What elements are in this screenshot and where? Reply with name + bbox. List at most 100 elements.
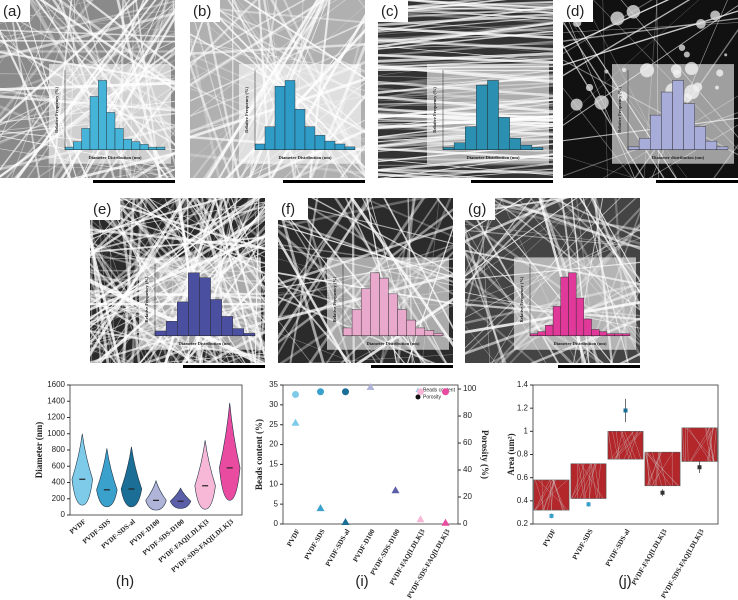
histogram-bar xyxy=(650,114,662,150)
fiber xyxy=(164,198,230,363)
histogram-bar xyxy=(199,277,211,336)
fiber xyxy=(278,198,354,307)
fiber xyxy=(8,0,41,178)
y-tick-label: 1 xyxy=(524,426,529,435)
fiber xyxy=(90,234,265,318)
fiber xyxy=(465,198,640,245)
inset-y-label: Relative Frequency (%) xyxy=(432,86,437,132)
histogram-bar xyxy=(705,140,718,150)
fiber xyxy=(0,29,175,38)
inset-x-label: Diameter Distribution (nm) xyxy=(467,155,520,160)
fiber xyxy=(465,198,525,234)
histogram-bar xyxy=(334,143,346,150)
fiber xyxy=(465,251,574,363)
fiber xyxy=(325,198,441,363)
fiber xyxy=(190,62,365,143)
sem-image: Diameter Distribution (nm) Relative Frequ… xyxy=(465,198,640,368)
legend-label: Porosity xyxy=(423,394,442,400)
fiber xyxy=(465,298,640,317)
fiber xyxy=(97,198,111,363)
inset-x-label: Diameter Distribution (nm) xyxy=(89,155,142,160)
fiber xyxy=(38,0,51,178)
fiber xyxy=(190,0,306,64)
fiber xyxy=(39,0,175,91)
fiber xyxy=(90,217,265,303)
histogram-bar xyxy=(98,80,107,150)
fiber xyxy=(190,0,212,59)
fiber xyxy=(278,225,453,286)
fiber xyxy=(0,135,175,171)
fiber xyxy=(117,198,141,363)
fiber xyxy=(311,198,453,275)
histogram-bar xyxy=(415,327,426,336)
fiber xyxy=(90,205,265,252)
fiber xyxy=(465,226,505,363)
histogram-bar xyxy=(583,318,592,337)
fiber xyxy=(378,20,553,33)
inset-y-label: Relative Frequency (%) xyxy=(54,86,59,132)
circle-point xyxy=(317,388,324,396)
y2-tick-label: 60 xyxy=(463,438,472,447)
inset-x-label: Diameter distribution (nm) xyxy=(652,155,705,160)
fiber xyxy=(563,0,653,55)
box xyxy=(607,431,644,460)
box-texture xyxy=(543,479,556,511)
fiber xyxy=(112,198,230,363)
fiber xyxy=(11,0,79,178)
bead xyxy=(696,19,706,29)
y-tick-label: 0.4 xyxy=(517,496,529,505)
histogram-bar xyxy=(672,80,684,150)
panel-label: (e) xyxy=(93,201,111,218)
histogram-bar xyxy=(264,126,276,150)
fiber xyxy=(396,0,553,9)
fiber xyxy=(0,8,175,111)
box-texture xyxy=(631,431,642,460)
triangle-point xyxy=(366,382,375,390)
fiber xyxy=(563,4,738,126)
circle-point xyxy=(342,388,349,396)
sem-content: Diameter Distribution (nm) Relative Frequ… xyxy=(378,0,553,178)
sem-content: Diameter Distribution (nm) Relative Frequ… xyxy=(90,198,265,363)
bead xyxy=(710,10,721,21)
box-texture xyxy=(707,427,715,462)
mean-point xyxy=(697,465,702,470)
fiber xyxy=(90,250,265,342)
histogram-bar xyxy=(575,297,585,337)
fiber xyxy=(56,0,175,88)
histogram-bar xyxy=(156,146,166,150)
fiber xyxy=(561,198,584,363)
fiber xyxy=(164,198,212,363)
box-texture xyxy=(645,452,651,486)
fiber xyxy=(190,5,365,162)
fiber xyxy=(190,43,365,55)
fiber xyxy=(90,228,265,250)
fiber xyxy=(35,0,169,178)
histogram-bar xyxy=(221,316,233,337)
fiber xyxy=(465,240,604,363)
triangle-point xyxy=(291,418,300,426)
fiber xyxy=(590,198,640,311)
fiber xyxy=(90,267,211,363)
histogram-bar xyxy=(139,144,149,150)
histogram-bar xyxy=(529,333,538,336)
fiber xyxy=(378,69,553,72)
y-tick-label: 600 xyxy=(52,461,66,470)
fiber xyxy=(190,0,346,117)
y2-tick-label: 0 xyxy=(463,519,468,528)
y-tick-label: 400 xyxy=(52,478,66,487)
histogram-bar xyxy=(351,309,362,336)
box-texture xyxy=(685,427,716,462)
fiber xyxy=(283,0,365,177)
fiber xyxy=(190,0,258,69)
fiber xyxy=(465,223,640,247)
fiber xyxy=(84,0,175,70)
fiber xyxy=(348,304,453,363)
fiber xyxy=(378,143,553,163)
x-tick-label: PVDF-SDS xyxy=(571,528,595,561)
histogram-bar xyxy=(465,126,477,150)
fiber xyxy=(52,0,175,178)
fiber xyxy=(90,322,216,363)
box-texture xyxy=(615,431,643,460)
